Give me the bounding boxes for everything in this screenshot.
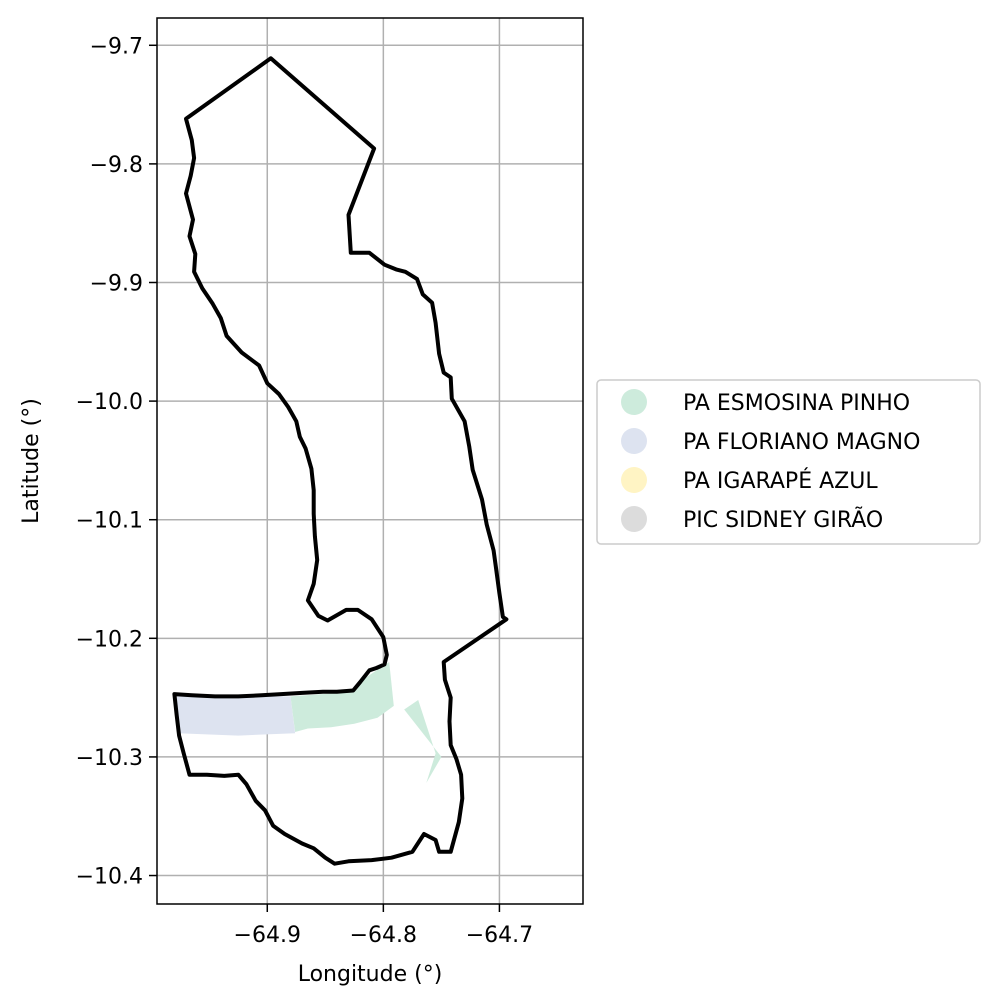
y-tick-label: −10.3 (76, 746, 143, 771)
gridlines (157, 18, 583, 904)
x-tick-label: −64.7 (466, 923, 533, 948)
legend-marker (621, 467, 647, 493)
x-axis-title: Longitude (°) (298, 962, 443, 987)
legend-label: PIC SIDNEY GIRÃO (683, 506, 883, 533)
municipality-boundary (172, 56, 509, 866)
y-tick-label: −9.9 (90, 271, 143, 296)
y-tick-label: −10.0 (76, 390, 143, 415)
x-tick-label: −64.9 (234, 923, 301, 948)
legend-marker (621, 389, 647, 415)
x-axis-ticks: −64.9 −64.8 −64.7 (234, 904, 533, 948)
boundary-outline (172, 56, 509, 866)
legend-marker (621, 506, 647, 532)
y-tick-label: −10.1 (76, 509, 143, 534)
y-axis-title: Latitude (°) (19, 398, 44, 524)
y-tick-label: −9.8 (90, 153, 143, 178)
legend-label: PA ESMOSINA PINHO (683, 391, 910, 416)
legend-frame (596, 379, 981, 545)
legend-label: PA IGARAPÉ AZUL (683, 468, 878, 494)
legend-marker (621, 428, 647, 454)
legend-label: PA FLORIANO MAGNO (683, 430, 920, 455)
x-tick-label: −64.8 (350, 923, 417, 948)
area-pa-floriano-magno (176, 696, 296, 736)
plot-frame (156, 17, 584, 905)
area-pa-esmosina-pinho (404, 700, 442, 783)
settlement-areas (176, 662, 442, 783)
area-pa-esmosina-pinho (290, 662, 394, 732)
legend: PA ESMOSINA PINHO PA FLORIANO MAGNO PA IGA… (596, 379, 981, 545)
y-axis-ticks: −9.7 −9.8 −9.9 −10.0 −10.1 −10.2 −10.3 −10.4 (76, 34, 157, 890)
y-tick-label: −9.7 (90, 34, 143, 59)
y-tick-label: −10.4 (76, 865, 143, 890)
y-tick-label: −10.2 (76, 627, 143, 652)
